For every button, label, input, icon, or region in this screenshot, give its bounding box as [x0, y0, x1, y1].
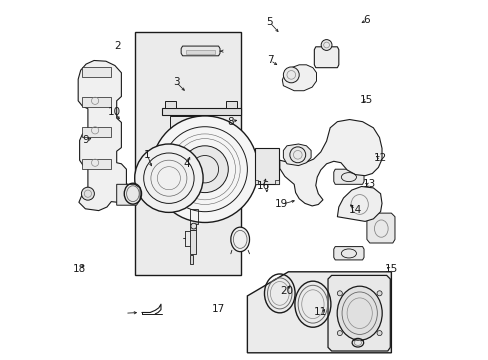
Bar — [186, 50, 215, 54]
Polygon shape — [337, 186, 381, 221]
Text: 15: 15 — [359, 95, 372, 105]
Text: 18: 18 — [73, 264, 86, 274]
Bar — [189, 224, 196, 230]
Circle shape — [337, 291, 342, 296]
Bar — [81, 67, 110, 77]
Circle shape — [181, 146, 228, 193]
Bar — [81, 127, 110, 137]
Polygon shape — [135, 32, 241, 275]
Polygon shape — [247, 272, 390, 353]
Text: 19: 19 — [274, 199, 287, 210]
Bar — [81, 159, 110, 169]
Text: 16: 16 — [256, 181, 269, 192]
Polygon shape — [169, 116, 204, 145]
Text: 17: 17 — [211, 304, 225, 314]
Text: 2: 2 — [114, 41, 121, 51]
Polygon shape — [333, 169, 363, 184]
Polygon shape — [181, 46, 220, 56]
Polygon shape — [282, 65, 316, 91]
Text: 9: 9 — [82, 135, 88, 145]
Bar — [189, 209, 197, 224]
Circle shape — [81, 187, 94, 200]
Text: 1: 1 — [143, 150, 150, 160]
Circle shape — [283, 67, 299, 83]
Text: 6: 6 — [363, 15, 369, 25]
Bar — [81, 97, 110, 107]
Text: 7: 7 — [266, 55, 273, 66]
Text: 14: 14 — [348, 204, 361, 215]
Bar — [352, 328, 362, 340]
Circle shape — [337, 330, 342, 336]
Polygon shape — [327, 275, 389, 351]
Circle shape — [376, 291, 381, 296]
Text: 3: 3 — [172, 77, 179, 87]
Bar — [189, 255, 193, 264]
Polygon shape — [279, 120, 381, 206]
Ellipse shape — [337, 286, 382, 340]
Text: 5: 5 — [266, 17, 272, 27]
Text: 15: 15 — [384, 264, 397, 274]
Polygon shape — [162, 108, 241, 115]
Circle shape — [321, 40, 331, 50]
Ellipse shape — [230, 227, 249, 252]
Circle shape — [134, 144, 203, 212]
Circle shape — [190, 223, 196, 229]
Text: 20: 20 — [280, 286, 293, 296]
Polygon shape — [333, 247, 363, 260]
Text: 11: 11 — [314, 307, 327, 318]
Text: 10: 10 — [107, 107, 121, 117]
Bar — [189, 230, 196, 254]
Polygon shape — [78, 60, 126, 211]
Bar — [254, 148, 279, 184]
Text: 8: 8 — [227, 117, 234, 127]
Polygon shape — [314, 47, 338, 68]
Polygon shape — [117, 184, 140, 205]
Polygon shape — [366, 213, 394, 243]
Polygon shape — [283, 144, 310, 166]
Text: 13: 13 — [363, 179, 376, 189]
Circle shape — [376, 330, 381, 336]
Polygon shape — [226, 101, 237, 108]
Text: 4: 4 — [183, 159, 190, 169]
Text: 12: 12 — [373, 153, 386, 163]
Circle shape — [151, 116, 258, 222]
Bar — [275, 180, 279, 184]
Bar — [254, 180, 258, 184]
Polygon shape — [165, 101, 176, 108]
